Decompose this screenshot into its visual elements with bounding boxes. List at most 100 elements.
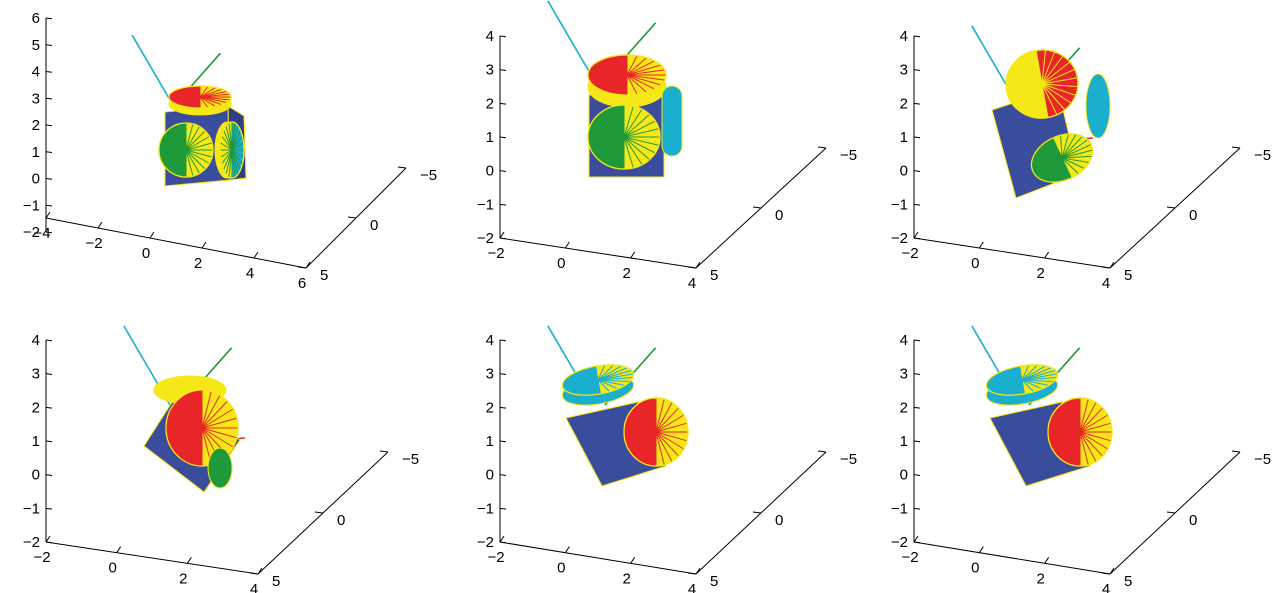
disk-spoke [597, 364, 606, 381]
disk-spoke [1031, 157, 1063, 167]
z-tick-mark [45, 44, 53, 47]
disk-spoke [1057, 431, 1081, 457]
disk-spoke [199, 88, 223, 98]
disk-spoke [593, 74, 628, 86]
y-tick-mark [1166, 206, 1176, 209]
disk-outline [623, 397, 689, 467]
x-tick-mark [1044, 251, 1050, 259]
disk-spoke [1021, 379, 1043, 390]
z-tick-mark [45, 71, 53, 73]
z-tick-label: −1 [23, 500, 40, 517]
disk-spoke [607, 74, 628, 93]
disk-spoke [597, 367, 628, 381]
disk-spoke [597, 379, 610, 393]
disk-spoke [1035, 50, 1043, 85]
disk-spoke [639, 402, 657, 433]
disk-outline [1030, 133, 1094, 183]
x-tick-mark [978, 241, 984, 249]
x-tick-mark [45, 535, 51, 543]
z-tick-label: 4 [900, 28, 908, 45]
disk-spoke [199, 87, 216, 98]
disk-spoke [597, 379, 619, 390]
disk-spoke [1021, 367, 1052, 381]
disk-spoke [592, 120, 625, 138]
disk-spoke [639, 431, 657, 462]
z-tick-mark [45, 507, 53, 510]
disk-top [168, 85, 232, 116]
disk-outline [1047, 397, 1113, 467]
z-tick-label: −1 [891, 196, 908, 213]
disk-front [623, 397, 689, 467]
z-tick-mark [499, 170, 507, 172]
disk-spoke [231, 149, 243, 165]
z-tick-mark [913, 507, 921, 510]
disk-spoke [199, 96, 209, 108]
disk-spoke [623, 136, 634, 169]
z-tick-mark [45, 204, 53, 207]
disk-outline [165, 389, 239, 467]
z-tick-label: 2 [32, 399, 40, 416]
disk-spoke [586, 367, 599, 381]
disk-spoke [1041, 83, 1076, 96]
disk-spoke [614, 105, 625, 138]
disk-spoke [159, 149, 187, 158]
disk-spoke [223, 130, 233, 151]
x-tick-label: 4 [250, 581, 258, 593]
z-tick-mark [499, 507, 507, 510]
z-tick-label: 0 [486, 163, 494, 180]
disk-spoke [221, 149, 233, 165]
disk-spoke [170, 408, 203, 429]
disk-spoke [1041, 83, 1078, 88]
disk-spoke [1039, 147, 1063, 159]
z-tick-mark [913, 339, 921, 342]
disk-spoke [626, 69, 665, 76]
disk-spoke [1041, 83, 1058, 115]
disk-spoke [1057, 407, 1081, 433]
disk-spoke [655, 402, 673, 433]
z-tick-label: 4 [32, 332, 40, 349]
disk-spoke [1055, 157, 1063, 183]
x-tick-mark [499, 535, 505, 543]
z-tick-label: 0 [900, 467, 908, 484]
disk-outline [587, 54, 667, 96]
z-tick-mark [45, 339, 53, 342]
x-tick-label: 2 [179, 570, 187, 587]
x-tick-label: 0 [971, 560, 979, 577]
disk-spoke [628, 431, 657, 450]
disk-spoke [1041, 77, 1078, 85]
z-tick-mark [499, 406, 507, 409]
z-tick-label: 3 [486, 62, 494, 79]
disk-spoke [1079, 431, 1097, 462]
z-tick-label: 3 [900, 366, 908, 383]
disk-spoke [564, 379, 599, 391]
disk-spoke [1006, 83, 1043, 91]
z-tick-label: −2 [891, 534, 908, 551]
disk-spoke [231, 125, 239, 151]
disk-spoke [1071, 399, 1081, 433]
disk-spoke [173, 91, 201, 98]
disk-spoke [199, 96, 227, 103]
x-tick-mark [201, 241, 207, 249]
y-tick-mark [752, 511, 762, 514]
disk-spoke [1052, 137, 1063, 159]
z-tick-mark [45, 231, 53, 234]
disk-spoke [1079, 431, 1089, 465]
disk-spoke [178, 149, 187, 177]
disk-spoke [228, 122, 233, 151]
disk-spoke [589, 74, 628, 81]
disk-spoke [1041, 83, 1066, 111]
disk-spoke [1018, 57, 1043, 85]
z-tick-mark [499, 373, 507, 375]
y-tick-label: −5 [1254, 147, 1271, 164]
x-tick-label: −4 [33, 225, 50, 242]
disk-spoke [231, 142, 244, 151]
disk-spoke [988, 379, 1023, 391]
y-tick-mark [347, 216, 357, 219]
disk-spoke [191, 96, 201, 108]
disk-side [661, 85, 683, 157]
z-tick-mark [45, 17, 53, 20]
y-tick-mark [379, 450, 389, 453]
disk-spoke [1038, 83, 1043, 119]
y-tick-label: 0 [337, 512, 345, 529]
disk-spoke [1079, 431, 1112, 442]
